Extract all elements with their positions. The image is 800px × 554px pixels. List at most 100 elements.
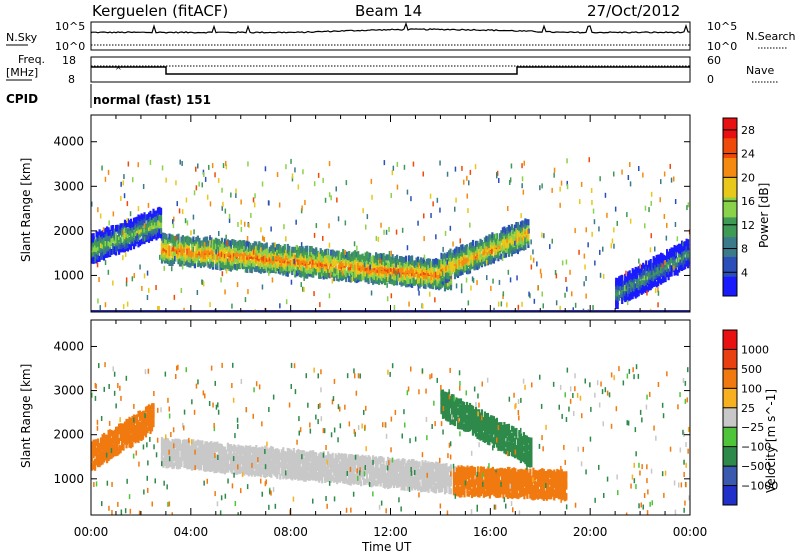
echo-mark	[321, 249, 324, 256]
echo-mark	[140, 238, 143, 245]
echo-mark	[403, 465, 406, 472]
echo-mark	[363, 255, 366, 262]
echo-mark	[397, 458, 400, 465]
echo-mark	[639, 287, 642, 294]
echo-mark	[319, 248, 322, 255]
speckle-mark	[555, 273, 558, 279]
echo-mark	[163, 249, 167, 255]
echo-mark	[336, 473, 339, 480]
speckle-mark	[408, 301, 410, 307]
echo-mark	[467, 253, 470, 260]
echo-mark	[648, 278, 651, 284]
speckle-mark	[625, 270, 627, 276]
echo-mark	[307, 258, 310, 265]
echo-mark	[488, 256, 491, 262]
echo-mark	[217, 242, 220, 249]
echo-mark	[318, 266, 321, 273]
echo-mark	[208, 255, 211, 262]
echo-mark	[440, 257, 443, 264]
echo-mark	[104, 245, 107, 252]
echo-mark	[405, 271, 408, 278]
echo-mark	[286, 472, 289, 479]
echo-mark	[258, 452, 261, 459]
speckle-mark	[574, 228, 576, 234]
echo-mark	[289, 456, 292, 463]
echo-mark	[366, 261, 369, 268]
echo-mark	[424, 261, 427, 268]
echo-mark	[291, 468, 294, 475]
echo-mark	[354, 264, 357, 271]
echo-mark	[360, 273, 363, 280]
echo-mark	[473, 250, 476, 257]
echo-mark	[403, 279, 406, 286]
echo-mark	[155, 216, 158, 223]
echo-mark	[243, 447, 246, 454]
echo-mark	[222, 247, 225, 254]
echo-mark	[639, 280, 642, 287]
echo-mark	[177, 247, 180, 254]
echo-mark	[219, 240, 222, 247]
speckle-mark	[654, 246, 656, 252]
speckle-mark	[301, 205, 303, 211]
speckle-mark	[192, 237, 195, 243]
echo-mark	[121, 246, 124, 253]
echo-mark	[400, 484, 403, 491]
speckle-mark	[571, 291, 573, 297]
echo-mark	[147, 212, 151, 219]
echo-mark	[420, 265, 423, 272]
echo-mark	[192, 447, 195, 454]
echo-mark	[273, 459, 276, 466]
echo-mark	[235, 251, 238, 258]
echo-mark	[279, 461, 282, 468]
echo-mark	[210, 248, 213, 254]
echo-mark	[306, 467, 309, 474]
echo-mark	[214, 252, 217, 259]
echo-mark	[361, 270, 364, 277]
echo-mark	[513, 233, 516, 240]
echo-mark	[229, 240, 232, 247]
echo-mark	[152, 212, 155, 219]
echo-mark	[480, 256, 483, 263]
echo-mark	[681, 254, 684, 261]
echo-mark	[667, 268, 670, 275]
echo-mark	[110, 231, 113, 238]
speckle-mark	[206, 194, 209, 200]
speckle-mark	[583, 253, 586, 259]
echo-mark	[229, 247, 232, 254]
echo-mark	[274, 448, 277, 455]
echo-mark	[253, 458, 256, 465]
echo-mark	[471, 246, 475, 253]
speckle-mark	[222, 201, 224, 207]
echo-mark	[355, 256, 358, 262]
echo-mark	[476, 264, 479, 271]
speckle-mark	[181, 161, 183, 166]
echo-mark	[304, 460, 307, 467]
echo-mark	[418, 268, 421, 275]
echo-mark	[226, 454, 229, 461]
freq-label: Freq.	[18, 53, 45, 66]
speckle-mark	[147, 202, 150, 208]
echo-mark	[670, 251, 673, 257]
colorbar-tick-label: 8	[741, 243, 748, 256]
speckle-mark	[204, 176, 207, 182]
echo-mark	[180, 236, 183, 243]
echo-mark	[312, 454, 315, 461]
echo-mark	[210, 241, 213, 248]
echo-mark	[241, 445, 244, 452]
echo-mark	[270, 245, 273, 252]
echo-mark	[337, 262, 340, 269]
speckle-mark	[291, 173, 294, 179]
echo-mark	[346, 478, 349, 485]
echo-mark	[312, 450, 315, 457]
echo-mark	[198, 454, 201, 461]
echo-mark	[256, 249, 259, 256]
echo-mark	[506, 241, 509, 248]
echo-mark	[390, 256, 393, 263]
echo-mark	[516, 248, 519, 255]
echo-mark	[330, 458, 333, 465]
echo-mark	[400, 465, 403, 472]
echo-mark	[289, 265, 292, 272]
echo-mark	[276, 467, 279, 474]
echo-mark	[175, 438, 179, 445]
echo-mark	[103, 249, 106, 256]
